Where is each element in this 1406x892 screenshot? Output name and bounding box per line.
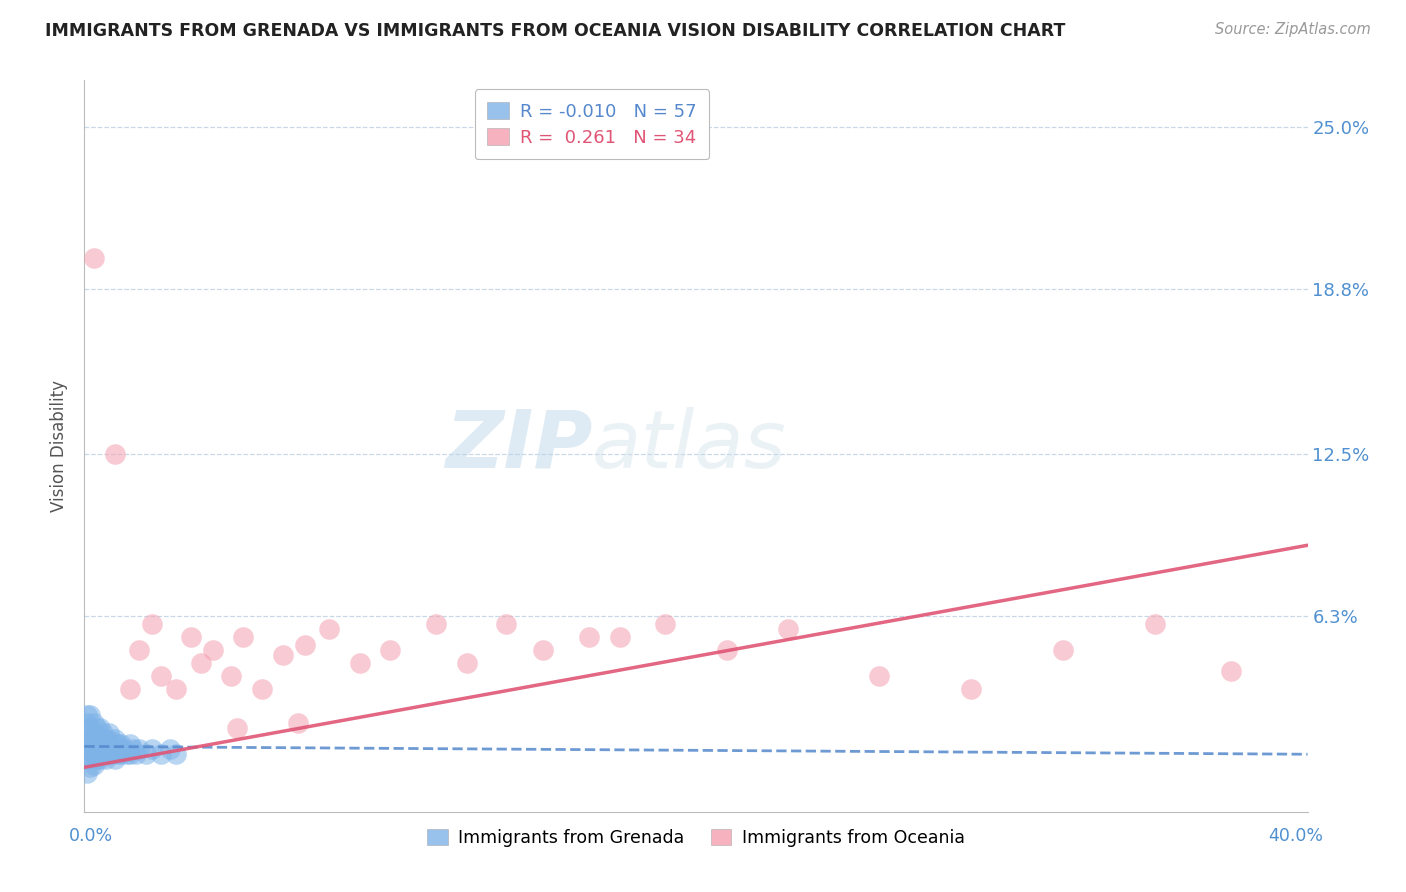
Point bbox=[1052, 642, 1074, 657]
Point bbox=[79, 760, 101, 774]
Text: 0.0%: 0.0% bbox=[69, 828, 114, 846]
Point bbox=[271, 648, 294, 662]
Point bbox=[159, 742, 181, 756]
Point bbox=[141, 616, 163, 631]
Point bbox=[91, 747, 114, 762]
Point bbox=[122, 742, 145, 756]
Point bbox=[101, 747, 124, 762]
Point bbox=[110, 747, 132, 762]
Legend: Immigrants from Grenada, Immigrants from Oceania: Immigrants from Grenada, Immigrants from… bbox=[419, 820, 973, 855]
Point bbox=[83, 747, 105, 762]
Point bbox=[107, 737, 129, 751]
Point bbox=[104, 742, 127, 756]
Point bbox=[76, 742, 98, 756]
Point bbox=[120, 681, 142, 696]
Point bbox=[76, 715, 98, 730]
Point bbox=[165, 681, 187, 696]
Point bbox=[79, 734, 101, 748]
Text: IMMIGRANTS FROM GRENADA VS IMMIGRANTS FROM OCEANIA VISION DISABILITY CORRELATION: IMMIGRANTS FROM GRENADA VS IMMIGRANTS FR… bbox=[45, 22, 1066, 40]
Point bbox=[89, 731, 111, 746]
Point bbox=[79, 721, 101, 735]
Point bbox=[960, 681, 983, 696]
Point bbox=[120, 747, 142, 762]
Point bbox=[94, 752, 117, 766]
Point bbox=[112, 742, 135, 756]
Point bbox=[869, 669, 891, 683]
Point bbox=[86, 752, 108, 766]
Text: atlas: atlas bbox=[592, 407, 787, 485]
Point bbox=[107, 747, 129, 762]
Point bbox=[226, 721, 249, 735]
Point bbox=[91, 726, 114, 740]
Point bbox=[83, 251, 105, 265]
Point bbox=[79, 752, 101, 766]
Point bbox=[89, 721, 111, 735]
Point bbox=[104, 447, 127, 461]
Y-axis label: Vision Disability: Vision Disability bbox=[51, 380, 69, 512]
Point bbox=[89, 752, 111, 766]
Point bbox=[349, 656, 371, 670]
Point bbox=[149, 669, 172, 683]
Point bbox=[1143, 616, 1166, 631]
Point bbox=[79, 708, 101, 723]
Point bbox=[115, 747, 138, 762]
Point bbox=[531, 642, 554, 657]
Point bbox=[201, 642, 224, 657]
Point bbox=[219, 669, 242, 683]
Point bbox=[120, 737, 142, 751]
Point bbox=[776, 622, 799, 636]
Point bbox=[318, 622, 340, 636]
Point bbox=[110, 737, 132, 751]
Point bbox=[287, 715, 309, 730]
Point bbox=[609, 630, 631, 644]
Point bbox=[425, 616, 447, 631]
Point bbox=[578, 630, 600, 644]
Point bbox=[83, 726, 105, 740]
Point bbox=[101, 734, 124, 748]
Point bbox=[104, 731, 127, 746]
Point bbox=[250, 681, 273, 696]
Point bbox=[97, 726, 120, 740]
Point bbox=[135, 747, 157, 762]
Point bbox=[76, 734, 98, 748]
Point bbox=[86, 721, 108, 735]
Point bbox=[125, 747, 148, 762]
Point bbox=[86, 734, 108, 748]
Point bbox=[83, 737, 105, 751]
Point bbox=[149, 747, 172, 762]
Point bbox=[79, 742, 101, 756]
Point bbox=[86, 747, 108, 762]
Point bbox=[76, 726, 98, 740]
Point bbox=[128, 742, 150, 756]
Point bbox=[97, 747, 120, 762]
Text: Source: ZipAtlas.com: Source: ZipAtlas.com bbox=[1215, 22, 1371, 37]
Point bbox=[380, 642, 402, 657]
Point bbox=[294, 638, 316, 652]
Point bbox=[94, 742, 117, 756]
Point bbox=[76, 747, 98, 762]
Text: 40.0%: 40.0% bbox=[1268, 828, 1323, 846]
Point bbox=[76, 708, 98, 723]
Text: ZIP: ZIP bbox=[444, 407, 592, 485]
Point bbox=[654, 616, 676, 631]
Point bbox=[83, 757, 105, 772]
Point bbox=[91, 737, 114, 751]
Point bbox=[190, 656, 212, 670]
Point bbox=[716, 642, 738, 657]
Point bbox=[141, 742, 163, 756]
Point bbox=[97, 737, 120, 751]
Point bbox=[495, 616, 517, 631]
Point bbox=[128, 642, 150, 657]
Point bbox=[94, 731, 117, 746]
Point bbox=[1220, 664, 1243, 678]
Point bbox=[76, 765, 98, 780]
Point bbox=[83, 715, 105, 730]
Point bbox=[89, 742, 111, 756]
Point bbox=[165, 747, 187, 762]
Point bbox=[456, 656, 478, 670]
Point bbox=[232, 630, 254, 644]
Point bbox=[104, 752, 127, 766]
Point bbox=[89, 747, 111, 762]
Point bbox=[180, 630, 202, 644]
